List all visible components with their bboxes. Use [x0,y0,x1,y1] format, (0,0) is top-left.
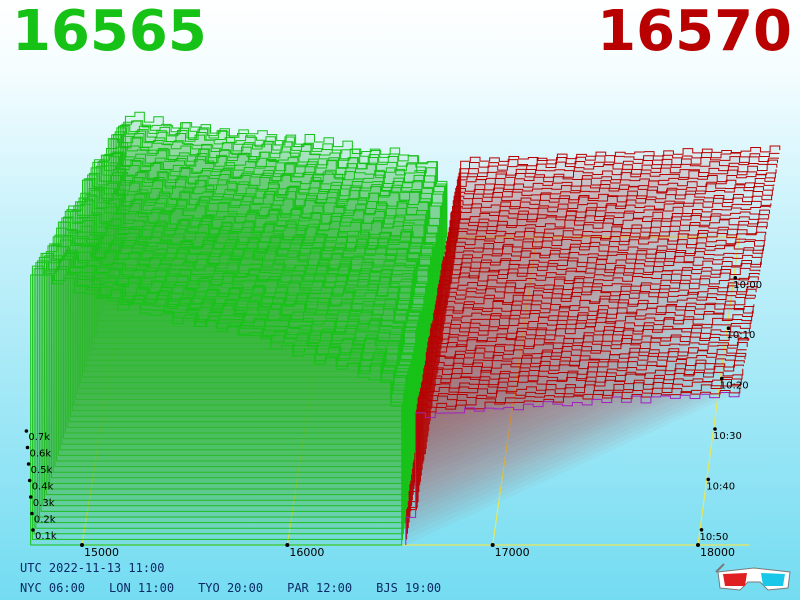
depth-tick-label: 0.1k [35,531,57,542]
ask-depth-layer [448,156,779,249]
ask-depth-layer [407,379,742,529]
bid-depth-layer [40,252,408,512]
ask-depth-layer [437,218,769,327]
ask-depth-layer [438,214,770,321]
ask-depth-layer [420,306,754,439]
depth-tick-marker [25,445,30,450]
price-tick-marker [490,543,495,547]
depth-tick-marker [24,429,29,433]
depth-tick-label: 0.5k [31,465,53,476]
bid-depth-layer [78,188,426,389]
time-tick-label: 10:50 [700,532,729,543]
ask-depth-layer [446,169,777,265]
ask-depth-layer [409,368,744,517]
ask-depth-layer [408,374,743,523]
ask-depth-layer [422,297,756,428]
timezone-nyc: NYC 06:00 [20,581,86,595]
depth-tick-marker [26,462,31,466]
time-tick-marker [713,427,717,431]
price-grid-line [81,236,133,546]
depth-tick-label: 0.4k [32,482,54,493]
utc-timestamp: UTC 2022-11-13 11:00 [20,561,165,575]
ask-price: 16570 [597,0,792,64]
timezone-tyo: TYO 20:00 [198,581,264,595]
depth-tick-marker [31,528,35,532]
time-tick-marker [726,326,731,331]
price-tick-marker [80,543,84,547]
axis-labels: 15000 16000 17000 18000 0.1k 0.2k 0.3k 0.4k 0.5k… [24,276,762,559]
ask-depth-layer [445,173,776,271]
bid-depth-layer [47,245,411,490]
price-grid-line [286,236,335,546]
depth-tick-label: 0.2k [34,515,56,526]
timezone-bjs: BJS 19:00 [376,581,442,595]
bid-price: 16565 [12,0,207,64]
bid-depth-layer [30,274,403,546]
timezone-lon: LON 11:00 [109,581,175,595]
time-tick-marker [733,276,738,280]
depth-tick-label: 0.6k [30,449,52,460]
ask-depth-layer [431,248,764,366]
3d-glasses-icon[interactable] [714,560,794,594]
depth-tick-marker [27,478,32,483]
time-tick-marker [706,477,711,482]
depth-tick-label: 0.3k [33,498,55,509]
bid-depth-layer [59,221,417,451]
ask-depth-layer [448,159,779,254]
bid-depth-layer [44,249,409,501]
ask-depth-layer [440,200,772,305]
ask-depth-layers [405,145,781,545]
price-tick-marker [285,543,290,547]
time-tick-label: 10:40 [706,481,735,492]
price-tick-label: 15000 [84,546,119,559]
time-tick-label: 10:00 [733,280,762,291]
ask-depth-layer [432,244,764,361]
bid-depth-layer [33,268,404,535]
depth-tick-marker [30,511,34,516]
depth-tick-label: 0.7k [28,432,50,443]
price-tick-label: 18000 [700,546,735,559]
timezone-par: PAR 12:00 [287,581,353,595]
time-tick-label: 10:30 [713,431,742,442]
bid-depth-layer [35,262,405,529]
price-grid-line [697,236,740,546]
bid-depth-layer [109,138,441,288]
bid-depth-layer [85,178,429,367]
bid-depth-layer [42,252,408,507]
bid-depth-layers [30,111,448,546]
time-tick-marker [719,376,724,381]
price-tick-marker [696,543,700,547]
bid-depth-layer [38,256,407,518]
bid-depth-layer [31,265,404,540]
time-tick-label: 10:10 [727,330,756,341]
ask-depth-layer [406,387,741,540]
bid-depth-layer [50,236,413,479]
depth-tick-marker [29,495,33,499]
price-tick-label: 16000 [289,546,324,559]
time-tick-label: 10:20 [720,381,749,392]
bid-depth-layer [56,227,415,462]
time-tick-marker [699,528,704,532]
ask-depth-layer [406,383,742,534]
ask-depth-layer [405,391,740,545]
ask-depth-layer [434,234,766,349]
timezone-list: NYC 06:00 LON 11:00 TYO 20:00 PAR 12:00 BJS … [20,581,465,595]
price-tick-label: 17000 [495,546,530,559]
